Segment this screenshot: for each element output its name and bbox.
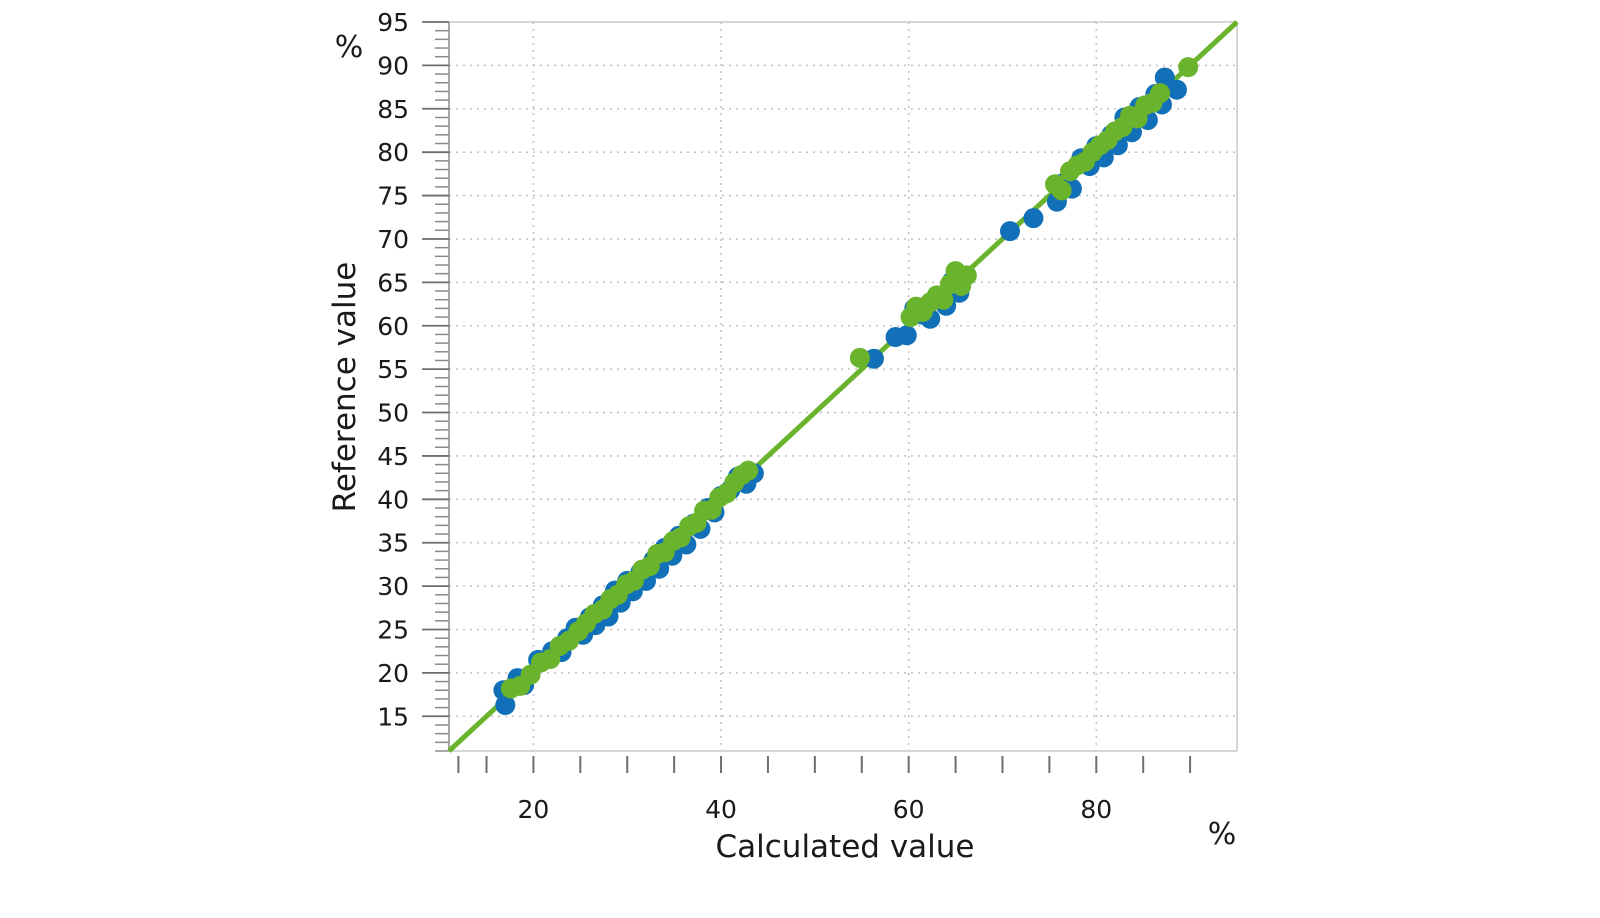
data-point-s1-42 bbox=[1051, 180, 1072, 201]
data-point-s1-56 bbox=[1178, 57, 1199, 78]
y-tick-label-65: 65 bbox=[377, 268, 409, 297]
y-tick-label-80: 80 bbox=[377, 138, 409, 167]
y-tick-label-25: 25 bbox=[377, 616, 409, 645]
data-point-s0-63 bbox=[1166, 79, 1187, 100]
y-axis: 15 20 25 30 35 40 45 50 55 60 65 70 75 80 85 90 95 bbox=[377, 8, 449, 752]
y-tick-label-70: 70 bbox=[377, 225, 409, 254]
data-point-s0-62 bbox=[1154, 67, 1175, 88]
x-tick-label-60: 60 bbox=[893, 795, 925, 824]
y-tick-label-45: 45 bbox=[377, 442, 409, 471]
y-tick-label-15: 15 bbox=[377, 702, 409, 731]
data-point-s1-55 bbox=[1150, 83, 1171, 104]
x-tick-label-80: 80 bbox=[1080, 795, 1112, 824]
data-point-s0-46 bbox=[1023, 208, 1044, 229]
data-point-s1-40 bbox=[956, 265, 977, 286]
y-tick-label-40: 40 bbox=[377, 485, 409, 514]
series-1 bbox=[500, 57, 1199, 699]
y-tick-label-85: 85 bbox=[377, 95, 409, 124]
y-tick-label-55: 55 bbox=[377, 355, 409, 384]
y-tick-label-20: 20 bbox=[377, 659, 409, 688]
y-tick-label-75: 75 bbox=[377, 182, 409, 211]
data-point-s1-29 bbox=[738, 460, 759, 481]
x-axis-title: Calculated value bbox=[716, 829, 975, 865]
y-tick-label-30: 30 bbox=[377, 572, 409, 601]
x-tick-label-40: 40 bbox=[705, 795, 737, 824]
grid bbox=[449, 22, 1237, 751]
y-axis-title: Reference value bbox=[327, 262, 363, 513]
data-point-s0-37 bbox=[896, 325, 917, 346]
data-point-s0-45 bbox=[999, 221, 1020, 242]
x-tick-label-20: 20 bbox=[518, 795, 550, 824]
y-tick-label-90: 90 bbox=[377, 51, 409, 80]
data-point-s0-1 bbox=[495, 695, 516, 716]
points-layer bbox=[493, 57, 1199, 716]
data-point-s1-30 bbox=[849, 347, 870, 368]
y-axis-unit: % bbox=[335, 30, 364, 65]
x-axis-unit: % bbox=[1208, 817, 1237, 852]
data-point-s1-36 bbox=[933, 289, 954, 310]
x-axis: 20 40 60 80 bbox=[457, 756, 1192, 824]
y-tick-label-50: 50 bbox=[377, 399, 409, 428]
y-tick-label-60: 60 bbox=[377, 312, 409, 341]
y-tick-label-35: 35 bbox=[377, 529, 409, 558]
y-tick-label-95: 95 bbox=[377, 8, 409, 37]
